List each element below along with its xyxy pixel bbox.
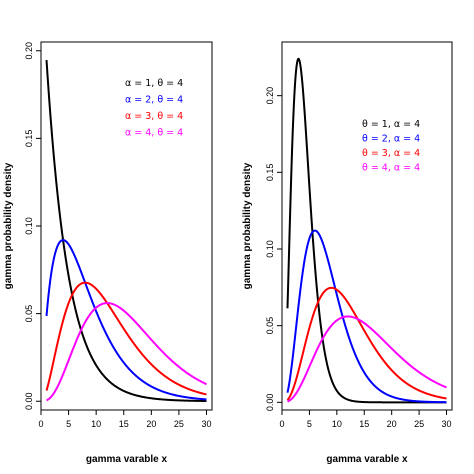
x-axis-label: gamma varable x <box>86 454 168 465</box>
legend-entry-1: α = 1, θ = 4 <box>125 78 183 89</box>
y-tick-label: 0.05 <box>265 317 275 335</box>
x-tick-label: 5 <box>307 419 312 429</box>
legend-entry-4: α = 4, θ = 4 <box>125 128 183 139</box>
y-tick-label: 0.15 <box>265 164 275 182</box>
x-tick-label: 15 <box>119 419 129 429</box>
legend-entry-1: θ = 1, α = 4 <box>362 119 420 130</box>
left-panel: 0 5 10 15 20 25 30 0.00 0.05 0.10 0.15 0.20 gamma va… <box>3 41 213 465</box>
series-line-2 <box>286 229 447 404</box>
x-tick-label: 25 <box>174 419 184 429</box>
y-tick-label: 0.15 <box>24 130 34 148</box>
y-axis-label: gamma probability density <box>242 162 253 289</box>
y-tick-label: 0.10 <box>265 240 275 258</box>
x-axis-label: gamma varable x <box>326 454 408 465</box>
x-tick-label: 30 <box>201 419 211 429</box>
series-line-3 <box>286 286 447 401</box>
y-tick-label: 0.20 <box>24 42 34 60</box>
legend-entry-2: α = 2, θ = 4 <box>125 95 183 106</box>
y-tick-label: 0.10 <box>24 217 34 235</box>
series-line-1 <box>286 57 447 404</box>
legend-entry-3: α = 3, θ = 4 <box>125 111 183 122</box>
legend-entry-3: θ = 3, α = 4 <box>362 148 420 159</box>
y-axis-label: gamma probability density <box>3 162 14 289</box>
y-tick-label: 0.00 <box>24 392 34 410</box>
y-tick-label: 0.20 <box>265 87 275 105</box>
x-tick-label: 20 <box>146 419 156 429</box>
x-tick-label: 30 <box>442 419 452 429</box>
series-line-1 <box>45 59 207 402</box>
x-tick-label: 5 <box>66 419 71 429</box>
x-tick-label: 25 <box>414 419 424 429</box>
legend-entry-4: θ = 4, α = 4 <box>362 163 420 174</box>
x-tick-label: 0 <box>279 419 284 429</box>
y-tick-label: 0.00 <box>265 394 275 412</box>
legend-entry-2: θ = 2, α = 4 <box>362 134 420 145</box>
series-line-4 <box>46 302 207 402</box>
y-tick-label: 0.05 <box>24 305 34 323</box>
x-tick-label: 20 <box>387 419 397 429</box>
series-line-3 <box>45 281 207 396</box>
plot-frame <box>281 41 453 411</box>
right-panel: 0 5 10 15 20 25 30 0.00 0.05 0.10 0.15 0.20 gamma va… <box>242 41 453 465</box>
series-line-2 <box>45 239 207 401</box>
x-tick-label: 10 <box>332 419 342 429</box>
series-line-4 <box>287 315 447 403</box>
x-tick-label: 0 <box>38 419 43 429</box>
x-tick-label: 10 <box>91 419 101 429</box>
x-tick-label: 15 <box>359 419 369 429</box>
